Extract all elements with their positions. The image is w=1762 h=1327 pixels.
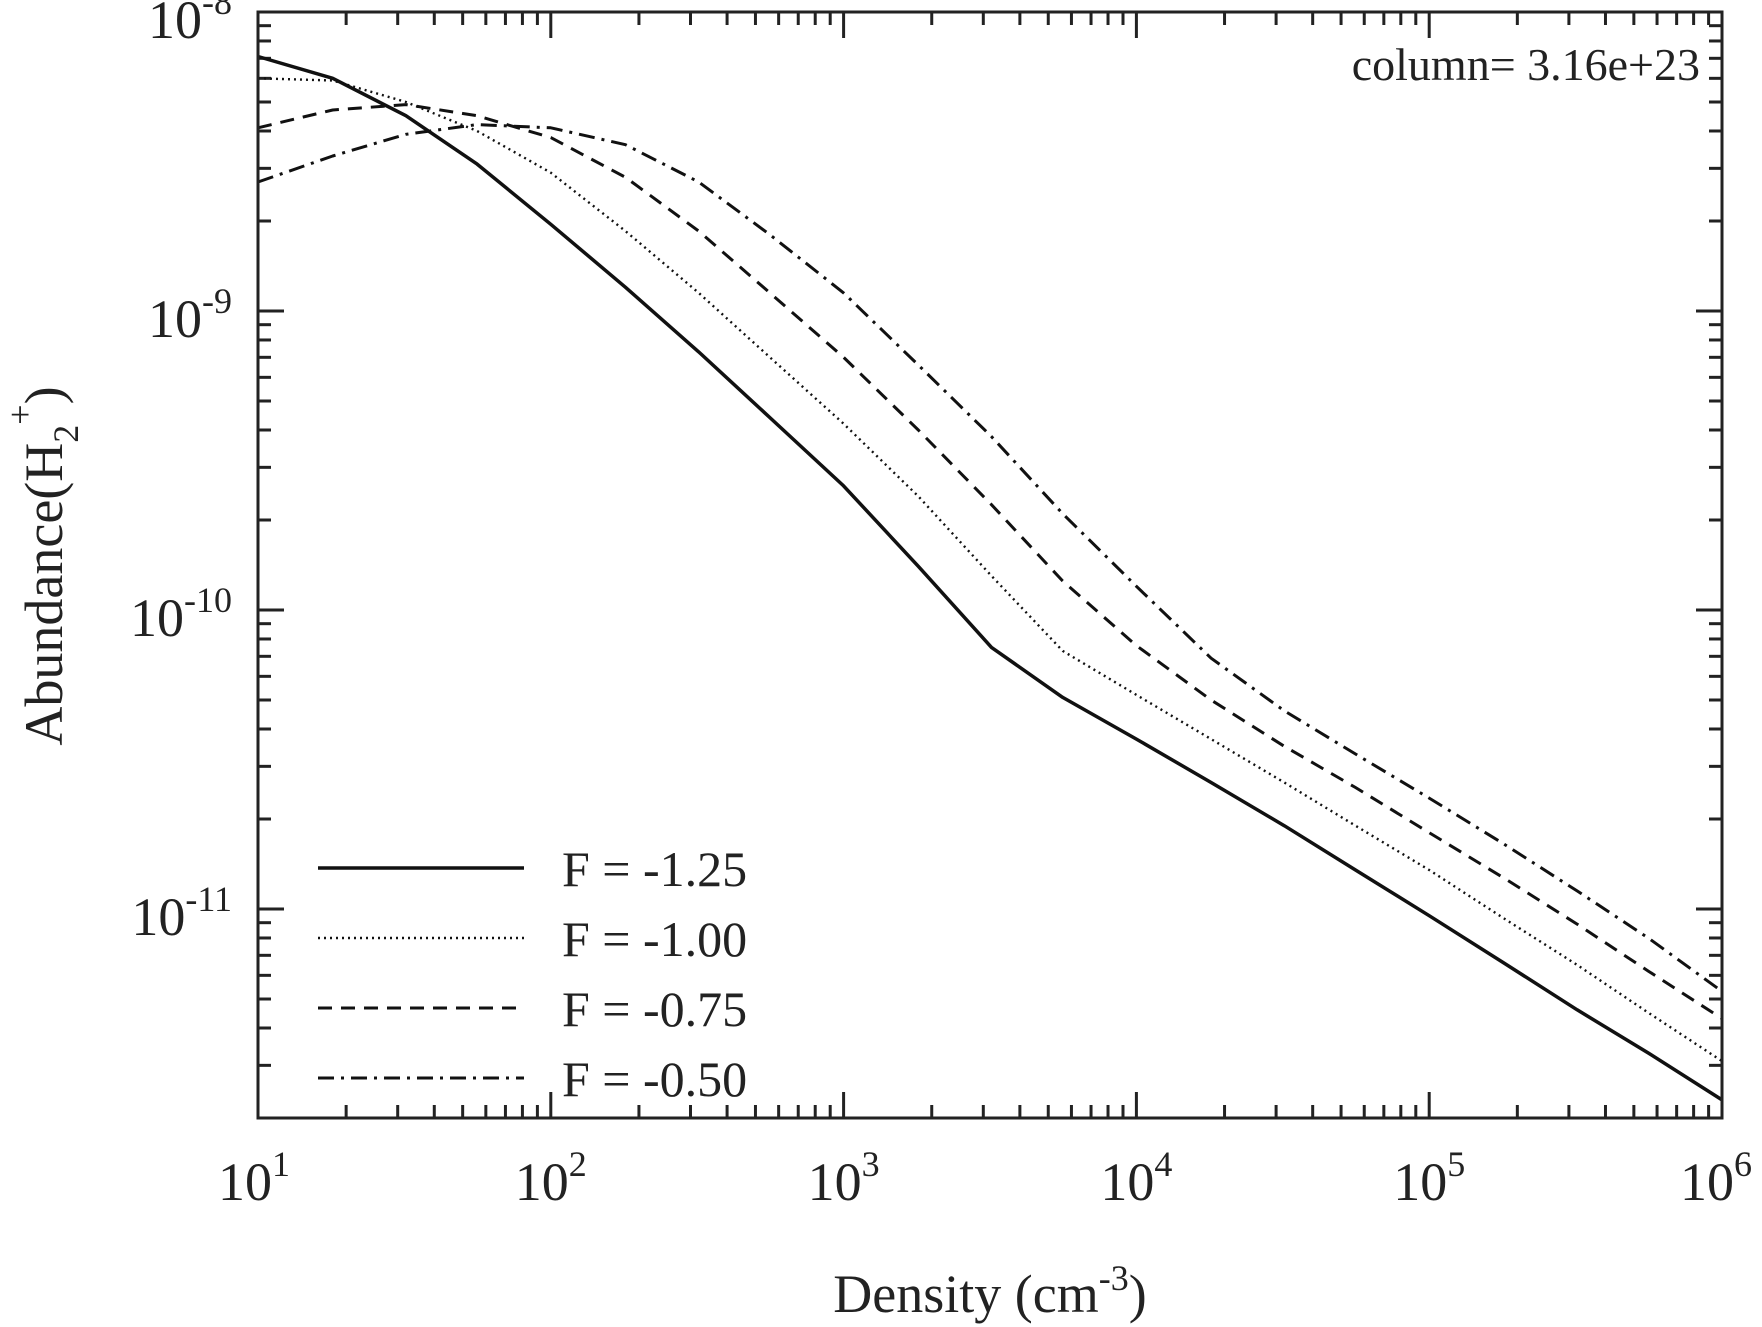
x-tick-label: 104 xyxy=(1100,1144,1172,1212)
y-tick-label-base: 10 xyxy=(148,0,202,50)
plot-frame xyxy=(256,10,1724,1120)
x-tick-label-base: 10 xyxy=(218,1152,272,1212)
y-tick-label-exp: -8 xyxy=(202,0,232,22)
y-tick-label: 10-11 xyxy=(131,879,232,947)
series-line-3 xyxy=(257,103,1723,1020)
y-tick-label-base: 10 xyxy=(148,289,202,349)
legend-label-1: F = -1.25 xyxy=(562,841,747,897)
y-tick-label-exp: -9 xyxy=(202,281,232,321)
x-tick-label-base: 10 xyxy=(515,1152,569,1212)
axis-ticks xyxy=(256,12,1722,1120)
x-tick-label: 101 xyxy=(218,1144,290,1212)
x-tick-label: 103 xyxy=(808,1144,880,1212)
x-tick-label-exp: 5 xyxy=(1447,1144,1465,1184)
x-tick-label-base: 10 xyxy=(1393,1152,1447,1212)
x-tick-label-exp: 1 xyxy=(272,1144,290,1184)
y-tick-label: 10-8 xyxy=(148,0,232,50)
legend-label-3: F = -0.75 xyxy=(562,981,747,1037)
series-line-4 xyxy=(257,123,1723,993)
y-axis-label-close: ) xyxy=(14,386,74,404)
x-tick-label: 105 xyxy=(1393,1144,1465,1212)
x-tick-label-exp: 2 xyxy=(569,1144,587,1184)
y-tick-label-exp: -11 xyxy=(185,879,232,919)
x-axis-label-text: Density (cm xyxy=(833,1264,1098,1324)
series-line-1 xyxy=(257,54,1723,1102)
legend: F = -1.25 F = -1.00 F = -0.75 F = -0.50 xyxy=(318,841,747,1107)
column-annotation: column= 3.16e+23 xyxy=(1352,39,1700,90)
y-tick-label-base: 10 xyxy=(130,588,184,648)
legend-label-2: F = -1.00 xyxy=(562,911,747,967)
series-line-2 xyxy=(257,77,1723,1063)
y-axis-label: Abundance(H2 +) xyxy=(0,386,86,745)
series-layer xyxy=(257,54,1723,1102)
x-axis-label-close: ) xyxy=(1129,1264,1147,1324)
y-tick-label: 10-10 xyxy=(130,580,232,648)
y-axis-label-sub: 2 xyxy=(46,425,86,443)
legend-label-4: F = -0.50 xyxy=(562,1051,747,1107)
x-tick-label: 106 xyxy=(1680,1144,1752,1212)
y-tick-label: 10-9 xyxy=(148,281,232,349)
x-tick-label-base: 10 xyxy=(1100,1152,1154,1212)
x-tick-label: 102 xyxy=(515,1144,587,1212)
y-axis-label-text: Abundance(H xyxy=(14,443,74,746)
x-tick-label-base: 10 xyxy=(808,1152,862,1212)
x-tick-label-exp: 3 xyxy=(862,1144,880,1184)
y-tick-label-base: 10 xyxy=(131,887,185,947)
x-axis-label-sup: -3 xyxy=(1099,1258,1129,1298)
x-tick-label-exp: 4 xyxy=(1154,1144,1172,1184)
x-axis-label: Density (cm-3) xyxy=(833,1258,1146,1324)
x-tick-label-base: 10 xyxy=(1680,1152,1734,1212)
y-tick-label-exp: -10 xyxy=(184,580,232,620)
x-tick-label-exp: 6 xyxy=(1734,1144,1752,1184)
y-axis-label-sup: + xyxy=(0,404,40,424)
